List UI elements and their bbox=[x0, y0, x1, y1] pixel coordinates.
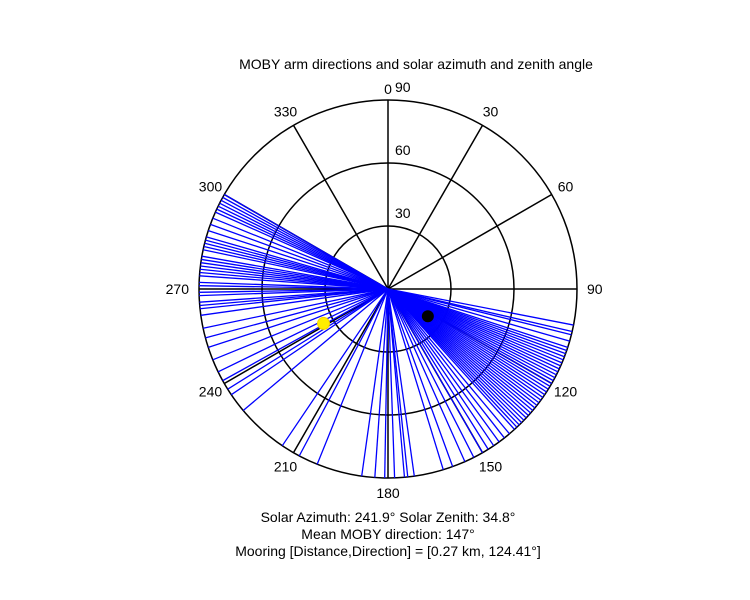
mean-direction-caption: Mean MOBY direction: 147° bbox=[301, 526, 475, 542]
angle-label-330: 330 bbox=[274, 103, 298, 119]
arm-direction-line bbox=[210, 223, 389, 290]
mooring-marker bbox=[421, 310, 434, 323]
arm-direction-line bbox=[387, 288, 396, 478]
ring-60 bbox=[261, 162, 515, 416]
spoke-60 bbox=[387, 193, 553, 290]
arm-direction-line bbox=[199, 281, 389, 290]
angle-label-150: 150 bbox=[479, 459, 503, 475]
angle-label-270: 270 bbox=[166, 281, 190, 297]
angle-label-210: 210 bbox=[274, 459, 298, 475]
arm-direction-line bbox=[201, 255, 389, 290]
arm-direction-line bbox=[199, 288, 389, 303]
arm-direction-line bbox=[384, 288, 389, 478]
arm-direction-line bbox=[374, 288, 389, 478]
spoke-330 bbox=[292, 124, 389, 290]
angle-label-180: 180 bbox=[376, 485, 400, 501]
arm-direction-line bbox=[222, 288, 389, 382]
arm-direction-line bbox=[387, 288, 570, 342]
arm-direction-line bbox=[316, 288, 389, 465]
radial-tick-label: 60 bbox=[395, 142, 411, 158]
arm-direction-line bbox=[387, 288, 510, 435]
arm-directions bbox=[199, 193, 574, 478]
arm-direction-line bbox=[387, 288, 484, 454]
arm-direction-line bbox=[223, 193, 389, 290]
arm-direction-line bbox=[200, 288, 389, 316]
arm-direction-line bbox=[387, 288, 500, 443]
arm-direction-line bbox=[208, 229, 389, 290]
arm-direction-line bbox=[227, 288, 389, 390]
arm-direction-line bbox=[387, 288, 495, 447]
arm-direction-line bbox=[199, 288, 389, 293]
angle-label-0: 0 bbox=[384, 81, 392, 97]
ring-90 bbox=[198, 99, 578, 479]
angle-label-240: 240 bbox=[199, 384, 223, 400]
arm-direction-line bbox=[387, 288, 406, 478]
arm-direction-line bbox=[387, 288, 475, 458]
arm-direction-line bbox=[387, 288, 572, 336]
solar-caption: Solar Azimuth: 241.9° Solar Zenith: 34.8… bbox=[260, 509, 516, 525]
radial-tick-label: 90 bbox=[395, 79, 411, 95]
angle-label-30: 30 bbox=[483, 103, 499, 119]
mooring-caption: Mooring [Distance,Direction] = [0.27 km,… bbox=[235, 543, 541, 559]
markers bbox=[317, 310, 434, 330]
angle-label-60: 60 bbox=[558, 179, 574, 195]
chart-title: MOBY arm directions and solar azimuth an… bbox=[239, 56, 593, 72]
ring-30 bbox=[324, 225, 452, 353]
arm-direction-line bbox=[206, 236, 389, 290]
arm-direction-line bbox=[202, 288, 389, 329]
arm-direction-line bbox=[212, 288, 389, 361]
arm-direction-line bbox=[387, 288, 466, 462]
arm-direction-line bbox=[205, 288, 389, 339]
angle-label-300: 300 bbox=[199, 179, 223, 195]
arm-direction-line bbox=[281, 288, 389, 447]
angle-label-120: 120 bbox=[554, 384, 578, 400]
arm-direction-line bbox=[208, 288, 389, 349]
arm-direction-line bbox=[387, 288, 415, 477]
angle-label-90: 90 bbox=[587, 281, 603, 297]
spoke-30 bbox=[387, 124, 484, 290]
sun-marker bbox=[317, 316, 331, 330]
arm-direction-line bbox=[387, 288, 574, 326]
spoke-210 bbox=[292, 288, 389, 454]
arm-direction-line bbox=[387, 288, 454, 467]
arm-direction-line bbox=[387, 288, 489, 450]
arm-direction-line bbox=[298, 288, 389, 457]
arm-direction-line bbox=[212, 217, 389, 290]
arm-direction-line bbox=[230, 288, 389, 396]
arm-direction-line bbox=[361, 288, 389, 477]
arm-direction-line bbox=[387, 288, 505, 439]
arm-direction-line bbox=[387, 288, 515, 430]
arm-direction-line bbox=[242, 288, 389, 411]
radial-tick-label: 30 bbox=[395, 205, 411, 221]
arm-direction-line bbox=[387, 288, 444, 470]
arm-direction-line bbox=[217, 288, 389, 373]
